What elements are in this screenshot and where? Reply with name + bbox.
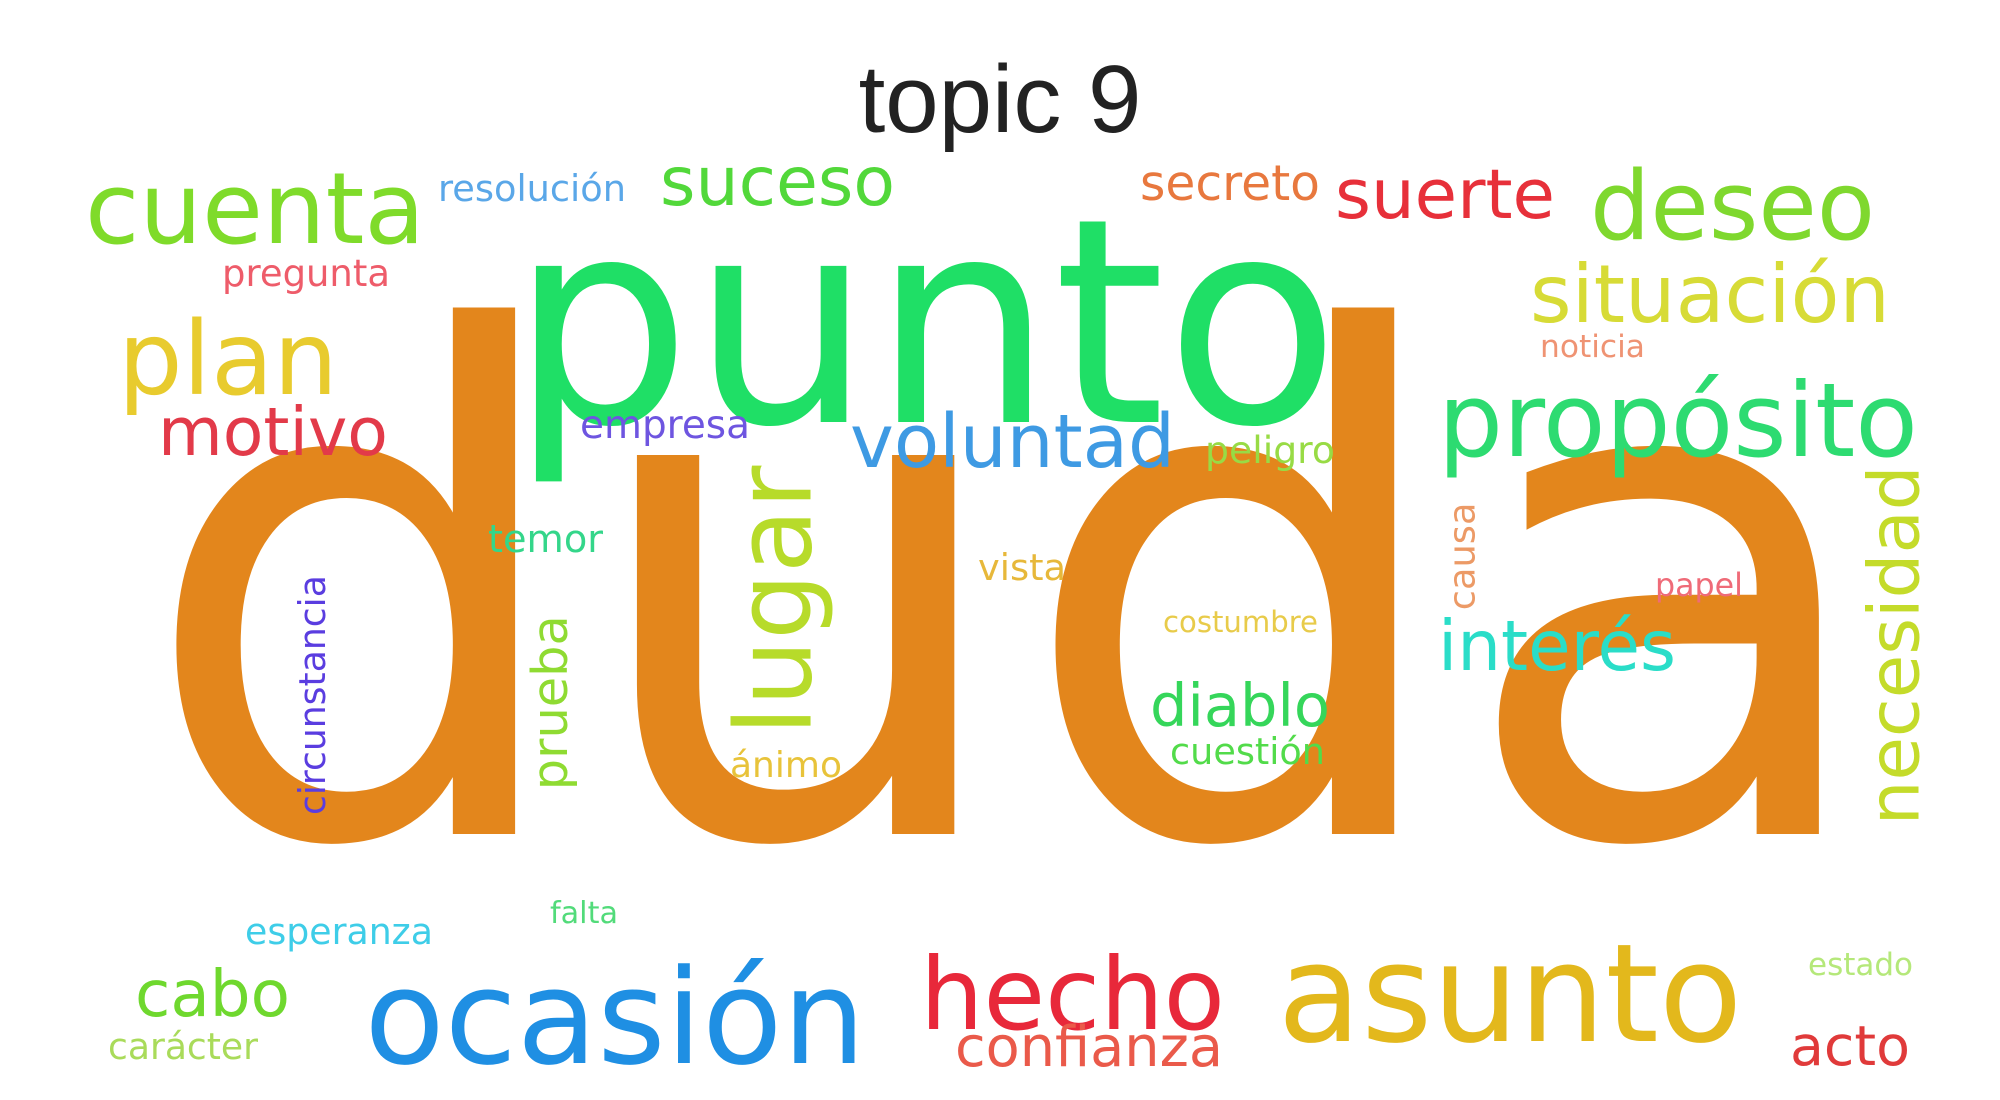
- word-confianza: confianza: [955, 1014, 1223, 1080]
- word-lugar: lugar: [713, 465, 836, 735]
- word-empresa: empresa: [580, 402, 750, 448]
- word-situacion: situación: [1530, 248, 1890, 342]
- word-diablo: diablo: [1150, 671, 1330, 741]
- word-plan: plan: [118, 300, 338, 420]
- word-proposito: propósito: [1438, 362, 1918, 482]
- word-interes: interés: [1438, 606, 1676, 687]
- word-resolucion: resolución: [438, 166, 626, 210]
- word-vista: vista: [978, 545, 1066, 589]
- word-circunstancia: circunstancia: [290, 575, 334, 815]
- word-suceso: suceso: [660, 142, 895, 222]
- word-voluntad: voluntad: [850, 399, 1175, 486]
- word-motivo: motivo: [158, 393, 388, 472]
- word-necesidad: necesidad: [1852, 465, 1936, 825]
- word-prueba: prueba: [520, 615, 579, 790]
- word-cuestion: cuestión: [1170, 730, 1325, 774]
- word-noticia: noticia: [1540, 329, 1645, 366]
- word-pregunta: pregunta: [222, 251, 390, 295]
- word-esperanza: esperanza: [245, 910, 433, 954]
- word-ocasion: ocasión: [364, 940, 866, 1094]
- word-caracter: carácter: [108, 1025, 258, 1069]
- word-secreto: secreto: [1140, 155, 1320, 212]
- word-cabo: cabo: [135, 957, 290, 1033]
- word-acto: acto: [1790, 1014, 1910, 1079]
- word-causa: causa: [1440, 502, 1484, 610]
- chart-title: topic 9: [858, 46, 1142, 153]
- word-deseo: deseo: [1590, 151, 1875, 262]
- word-hecho: hecho: [920, 935, 1225, 1053]
- word-falta: falta: [550, 895, 618, 931]
- word-asunto: asunto: [1277, 914, 1743, 1074]
- word-estado: estado: [1808, 947, 1913, 983]
- word-punto: punto: [510, 158, 1340, 491]
- word-papel: papel: [1655, 568, 1743, 605]
- word-animo: ánimo: [730, 745, 842, 786]
- word-temor: temor: [488, 517, 603, 563]
- word-duda: duda: [138, 191, 1882, 998]
- word-suerte: suerte: [1335, 154, 1555, 235]
- word-costumbre: costumbre: [1163, 604, 1318, 639]
- word-cuenta: cuenta: [85, 151, 425, 267]
- word-peligro: peligro: [1205, 427, 1335, 472]
